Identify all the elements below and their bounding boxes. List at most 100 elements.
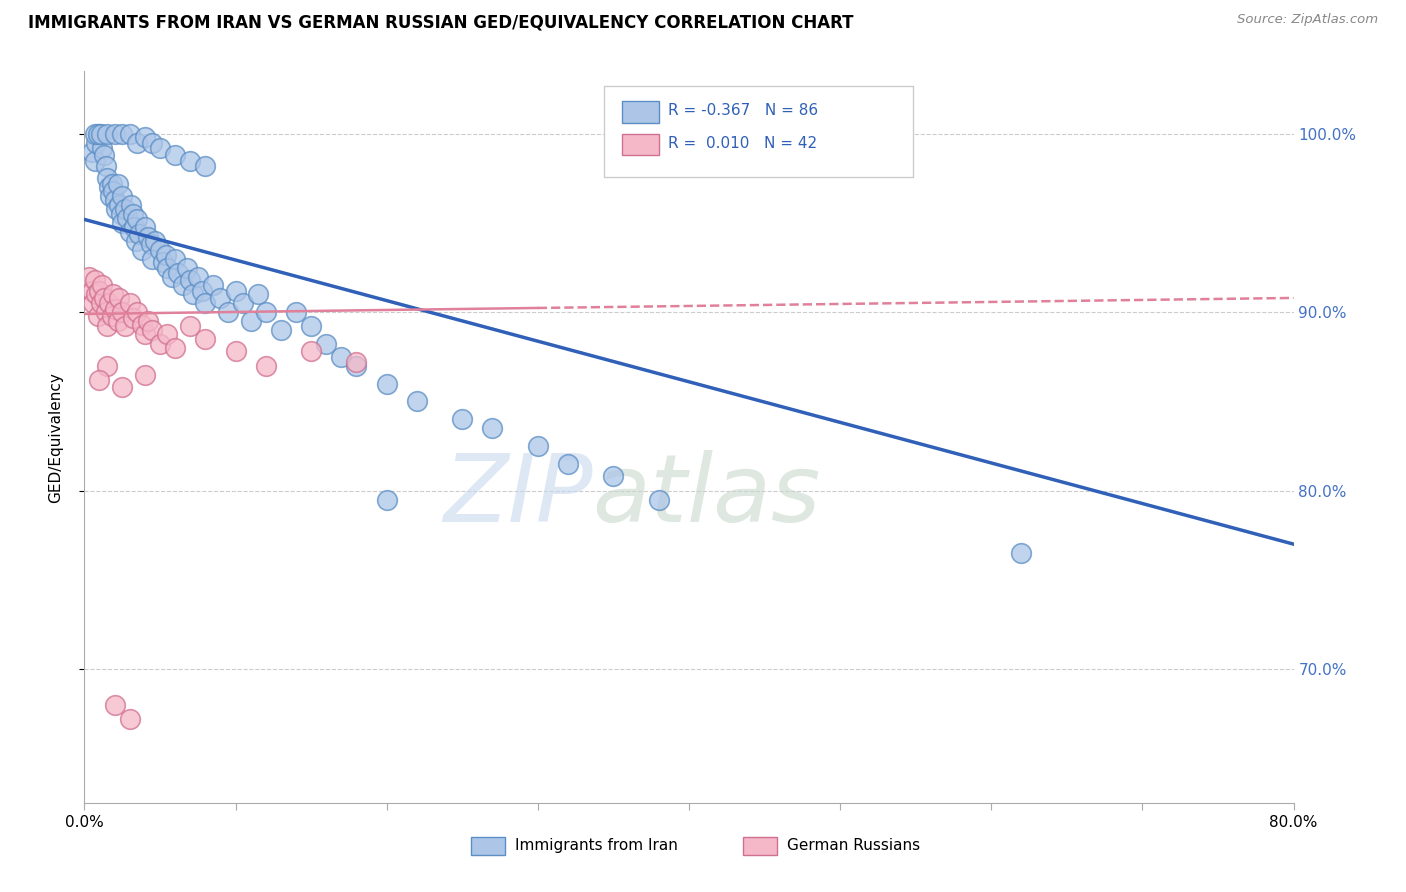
Point — [77, 269, 100, 284]
Point — [247, 287, 270, 301]
Point — [101, 184, 124, 198]
Point — [96, 171, 118, 186]
Text: Immigrants from Iran: Immigrants from Iran — [515, 838, 678, 853]
Point — [194, 159, 217, 173]
Point — [131, 318, 153, 332]
Point — [194, 296, 217, 310]
Point — [270, 323, 292, 337]
Point — [225, 284, 247, 298]
Point — [602, 469, 624, 483]
Point — [86, 287, 108, 301]
Point — [481, 421, 503, 435]
Point — [93, 291, 115, 305]
Y-axis label: GED/Equivalency: GED/Equivalency — [49, 372, 63, 502]
Point — [406, 394, 429, 409]
Point — [111, 127, 134, 141]
Point — [141, 136, 163, 150]
Text: German Russians: German Russians — [787, 838, 920, 853]
Point — [285, 305, 308, 319]
Point — [84, 153, 107, 168]
Point — [191, 284, 214, 298]
Point — [118, 225, 141, 239]
Point — [209, 291, 232, 305]
Point — [134, 368, 156, 382]
Point — [141, 252, 163, 266]
Point — [122, 219, 145, 234]
Point — [105, 202, 128, 216]
Point — [139, 237, 162, 252]
Point — [100, 177, 122, 191]
Point — [145, 234, 167, 248]
Point — [217, 305, 239, 319]
Point — [134, 130, 156, 145]
Text: ZIP: ZIP — [443, 450, 592, 541]
Point — [330, 350, 353, 364]
Point — [160, 269, 183, 284]
Point — [346, 355, 368, 369]
Point — [187, 269, 209, 284]
Point — [134, 219, 156, 234]
Point — [96, 359, 118, 373]
Point — [111, 216, 134, 230]
Point — [232, 296, 254, 310]
Point — [128, 227, 150, 241]
FancyBboxPatch shape — [471, 838, 505, 855]
Point — [149, 243, 172, 257]
Point — [167, 266, 190, 280]
Point — [97, 296, 120, 310]
Point — [114, 202, 136, 216]
Point — [156, 260, 179, 275]
Point — [165, 252, 187, 266]
Point — [82, 296, 104, 310]
Point — [181, 287, 204, 301]
Text: R = -0.367   N = 86: R = -0.367 N = 86 — [668, 103, 818, 118]
Point — [121, 207, 143, 221]
Point — [115, 211, 138, 225]
Point — [299, 344, 322, 359]
Point — [96, 319, 118, 334]
Point — [648, 492, 671, 507]
FancyBboxPatch shape — [744, 838, 778, 855]
Point — [127, 305, 149, 319]
Point — [179, 153, 201, 168]
Point — [86, 136, 108, 150]
Point — [165, 148, 187, 162]
Point — [90, 296, 112, 310]
Point — [1011, 546, 1033, 560]
Point — [131, 243, 153, 257]
Point — [93, 148, 115, 162]
Point — [179, 273, 201, 287]
Point — [100, 309, 122, 323]
Point — [557, 457, 579, 471]
Point — [89, 127, 111, 141]
Point — [125, 234, 148, 248]
Point — [118, 296, 141, 310]
Point — [118, 712, 141, 726]
Point — [152, 255, 174, 269]
Point — [165, 341, 187, 355]
Point — [299, 319, 322, 334]
Point — [136, 230, 159, 244]
Point — [104, 301, 127, 316]
Point — [111, 189, 134, 203]
Point — [101, 287, 124, 301]
Point — [346, 359, 368, 373]
Point — [127, 136, 149, 150]
Text: IMMIGRANTS FROM IRAN VS GERMAN RUSSIAN GED/EQUIVALENCY CORRELATION CHART: IMMIGRANTS FROM IRAN VS GERMAN RUSSIAN G… — [28, 13, 853, 31]
Point — [84, 127, 107, 141]
Point — [176, 260, 198, 275]
Point — [87, 127, 110, 141]
Text: Source: ZipAtlas.com: Source: ZipAtlas.com — [1237, 13, 1378, 27]
Point — [451, 412, 474, 426]
Point — [80, 145, 103, 159]
Point — [107, 177, 129, 191]
Point — [201, 278, 224, 293]
Point — [96, 127, 118, 141]
Point — [225, 344, 247, 359]
Point — [120, 198, 142, 212]
Point — [527, 439, 550, 453]
Text: R =  0.010   N = 42: R = 0.010 N = 42 — [668, 136, 817, 151]
Point — [156, 326, 179, 341]
Point — [91, 141, 114, 155]
Point — [84, 273, 107, 287]
